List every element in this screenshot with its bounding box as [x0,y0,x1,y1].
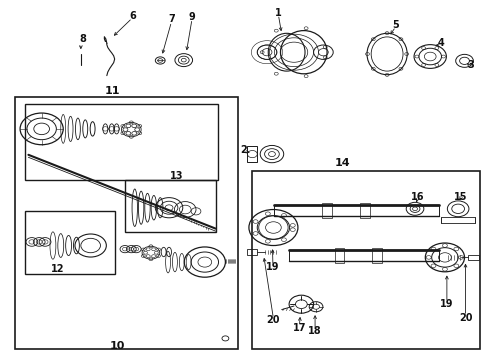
Text: 15: 15 [454,192,467,202]
Text: 17: 17 [293,323,306,333]
Text: 7: 7 [168,14,175,24]
Text: 9: 9 [189,12,196,22]
Text: 16: 16 [411,192,424,202]
Text: 6: 6 [129,11,136,21]
Text: 20: 20 [459,312,472,323]
Bar [24,211,115,274]
Text: 19: 19 [440,299,454,309]
Bar [468,255,479,260]
Bar [24,104,218,180]
Bar [247,146,257,162]
Bar [252,171,480,349]
Bar [360,203,370,218]
Bar [15,97,238,349]
Text: 8: 8 [79,33,86,44]
Text: 14: 14 [335,158,351,168]
Text: 10: 10 [110,341,125,351]
Text: 5: 5 [392,20,399,30]
Bar [125,180,216,232]
Text: 1: 1 [275,8,282,18]
Text: 2: 2 [240,145,247,155]
Text: 11: 11 [105,86,121,96]
Bar [322,203,332,218]
Bar [441,217,475,223]
Text: 12: 12 [51,264,65,274]
Text: 4: 4 [438,38,444,48]
Bar [335,248,344,263]
Text: 13: 13 [170,171,183,181]
Bar [372,248,382,263]
Text: 3: 3 [467,60,474,70]
Text: 19: 19 [266,262,280,272]
Bar [247,249,257,255]
Text: 18: 18 [308,326,322,336]
Text: 20: 20 [267,315,280,325]
